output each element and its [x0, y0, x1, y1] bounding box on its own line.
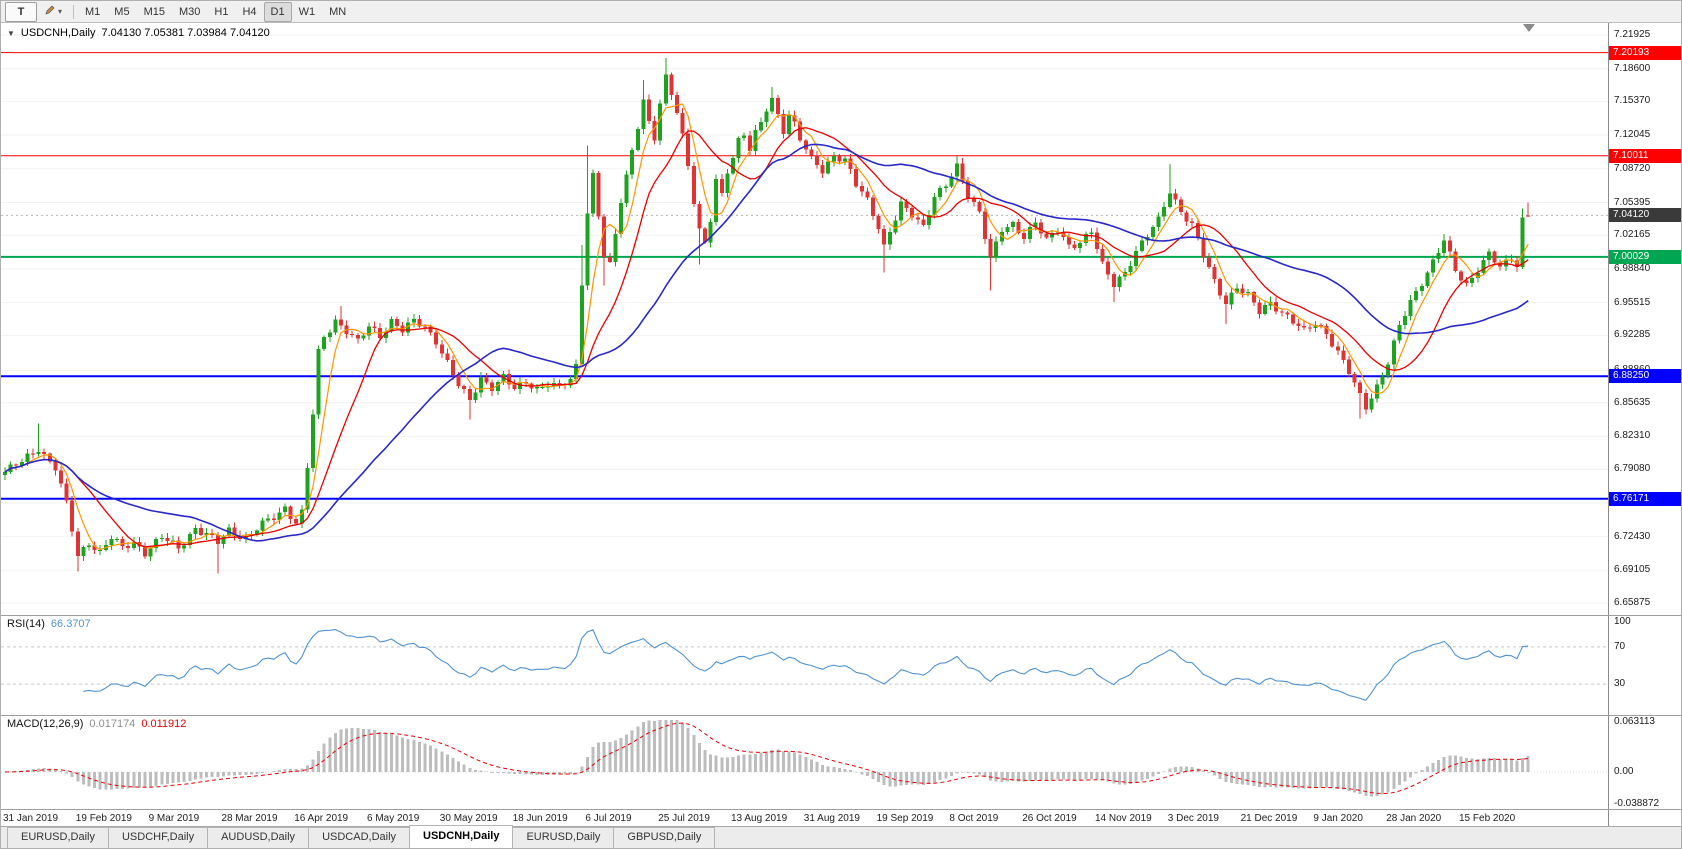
date-label: 9 Jan 2020 — [1313, 813, 1363, 824]
axis-corner — [1608, 810, 1681, 828]
main-chart-plot[interactable] — [1, 23, 1608, 620]
timeframe-button-h4[interactable]: H4 — [242, 5, 257, 18]
date-label: 13 Aug 2019 — [731, 813, 788, 824]
tab-usdcad[interactable]: USDCAD,Daily — [308, 827, 411, 848]
chevron-down-icon: ▾ — [57, 7, 62, 16]
date-label: 14 Nov 2019 — [1095, 813, 1152, 824]
timeframe-button-h1[interactable]: H1 — [214, 5, 229, 18]
date-label: 19 Feb 2019 — [75, 813, 132, 824]
pencil-icon — [44, 4, 56, 19]
timeframe-button-m1[interactable]: M1 — [85, 5, 101, 18]
price-axis[interactable]: 7.21925 7.18600 7.15370 7.12045 7.08720 7.053… — [1608, 23, 1681, 615]
date-label: 6 Jul 2019 — [585, 813, 632, 824]
macd-axis-label: 0.00 — [1614, 766, 1634, 777]
rsi-panel: RSI(14) 66.3707 100 70 30 — [1, 615, 1681, 715]
date-label: 6 May 2019 — [367, 813, 420, 824]
macd-axis: 0.063113 0.00 -0.038872 — [1608, 716, 1681, 809]
text-tool-icon: T — [17, 5, 25, 18]
timeframe-button-w1[interactable]: W1 — [298, 5, 316, 18]
date-label: 25 Jul 2019 — [658, 813, 710, 824]
tab-eurusd-1[interactable]: EURUSD,Daily — [7, 827, 109, 848]
toolbar-separator — [73, 4, 74, 19]
hline-price-tag: 7.10011 — [1609, 148, 1681, 163]
chart-menu-icon[interactable]: ▼ — [7, 28, 15, 38]
date-label: 8 Oct 2019 — [949, 813, 999, 824]
price-axis-label: 6.95515 — [1614, 296, 1651, 308]
price-axis-label: 7.21925 — [1614, 29, 1651, 40]
timeframe-button-m5[interactable]: M5 — [114, 5, 130, 18]
date-label: 3 Dec 2019 — [1167, 813, 1219, 824]
timeframe-button-m15[interactable]: M15 — [143, 5, 165, 18]
tab-usdcnh-active[interactable]: USDCNH,Daily — [409, 825, 514, 848]
date-label: 31 Jan 2019 — [3, 813, 59, 824]
price-axis-label: 6.69105 — [1614, 564, 1651, 576]
hline-price-tag: 7.00029 — [1609, 249, 1681, 264]
price-axis-label: 6.98840 — [1614, 262, 1651, 274]
rsi-value: 66.3707 — [50, 618, 91, 630]
tab-eurusd-2[interactable]: EURUSD,Daily — [512, 827, 615, 848]
text-tool-button[interactable]: T — [5, 1, 37, 22]
price-axis-label: 6.65875 — [1614, 597, 1651, 608]
rsi-name: RSI(14) — [7, 618, 45, 630]
date-label: 18 Jun 2019 — [512, 813, 568, 824]
chart-symbol-period: USDCNH,Daily — [20, 27, 96, 39]
macd-plot[interactable] — [1, 716, 1608, 814]
tab-audusd[interactable]: AUDUSD,Daily — [207, 827, 310, 848]
price-axis-label: 7.18600 — [1614, 62, 1651, 74]
tab-usdchf[interactable]: USDCHF,Daily — [107, 827, 209, 848]
date-label: 21 Dec 2019 — [1240, 813, 1298, 824]
rsi-axis-label: 30 — [1614, 678, 1626, 690]
date-label: 16 Apr 2019 — [294, 813, 349, 824]
drawing-tool-button[interactable]: ▾ — [37, 2, 69, 22]
date-label: 26 Oct 2019 — [1022, 813, 1077, 824]
date-label: 28 Jan 2020 — [1386, 813, 1442, 824]
main-price-panel: ▼ USDCNH,Daily 7.04130 7.05381 7.03984 7… — [1, 23, 1681, 615]
rsi-axis-label: 70 — [1614, 640, 1626, 652]
date-label: 31 Aug 2019 — [803, 813, 860, 824]
macd-panel: MACD(12,26,9) 0.017174 0.011912 0.063113… — [1, 715, 1681, 809]
price-axis-label: 6.82310 — [1614, 430, 1651, 442]
time-axis[interactable]: 31 Jan 2019 19 Feb 2019 9 Mar 2019 28 Mar 2… — [1, 809, 1681, 828]
toolbar: T ▾ M1 M5 M15 M30 H1 H4 D1 W1 MN — [1, 1, 1681, 23]
hline-price-tag: 7.20193 — [1609, 45, 1681, 60]
rsi-plot[interactable] — [1, 616, 1608, 720]
macd-axis-label: -0.038872 — [1614, 798, 1660, 809]
price-axis-label: 6.85635 — [1614, 396, 1651, 408]
price-axis-label: 7.05395 — [1614, 196, 1651, 208]
price-axis-label: 7.15370 — [1614, 95, 1651, 107]
date-label: 19 Sep 2019 — [876, 813, 934, 824]
rsi-axis-label: 100 — [1614, 616, 1631, 627]
chart-title: ▼ USDCNH,Daily 7.04130 7.05381 7.03984 7… — [7, 27, 270, 39]
chart-ohlc-readout: 7.04130 7.05381 7.03984 7.04120 — [101, 27, 270, 39]
price-axis-label: 7.12045 — [1614, 129, 1651, 141]
timeframe-button-m30[interactable]: M30 — [178, 5, 201, 18]
date-label: 15 Feb 2020 — [1459, 813, 1516, 824]
price-axis-label: 7.08720 — [1614, 162, 1651, 174]
price-axis-label: 6.92285 — [1614, 329, 1651, 341]
rsi-axis: 100 70 30 — [1608, 616, 1681, 715]
date-label: 30 May 2019 — [439, 813, 498, 824]
date-label: 9 Mar 2019 — [148, 813, 200, 824]
rsi-label: RSI(14) 66.3707 — [7, 618, 91, 630]
price-axis-label: 6.79080 — [1614, 463, 1651, 475]
date-label: 28 Mar 2019 — [221, 813, 278, 824]
price-axis-label: 6.72430 — [1614, 530, 1651, 542]
tab-gbpusd[interactable]: GBPUSD,Daily — [613, 827, 716, 848]
macd-label: MACD(12,26,9) 0.017174 0.011912 — [7, 718, 186, 730]
macd-signal-value: 0.011912 — [141, 718, 187, 730]
chart-tab-bar: EURUSD,Daily USDCHF,Daily AUDUSD,Daily U… — [1, 825, 1681, 848]
timeframe-button-d1[interactable]: D1 — [263, 1, 292, 22]
hline-price-tag: 6.76171 — [1609, 491, 1681, 506]
timeframe-button-mn[interactable]: MN — [329, 5, 347, 18]
macd-name: MACD(12,26,9) — [7, 718, 84, 730]
current-price-tag: 7.04120 — [1609, 208, 1681, 223]
macd-axis-label: 0.063113 — [1614, 716, 1655, 727]
macd-main-value: 0.017174 — [89, 718, 136, 730]
price-axis-label: 7.02165 — [1614, 229, 1651, 241]
chart-area: ▼ USDCNH,Daily 7.04130 7.05381 7.03984 7… — [1, 23, 1681, 828]
chart-shift-marker — [1523, 24, 1535, 32]
hline-price-tag: 6.88250 — [1609, 369, 1681, 384]
